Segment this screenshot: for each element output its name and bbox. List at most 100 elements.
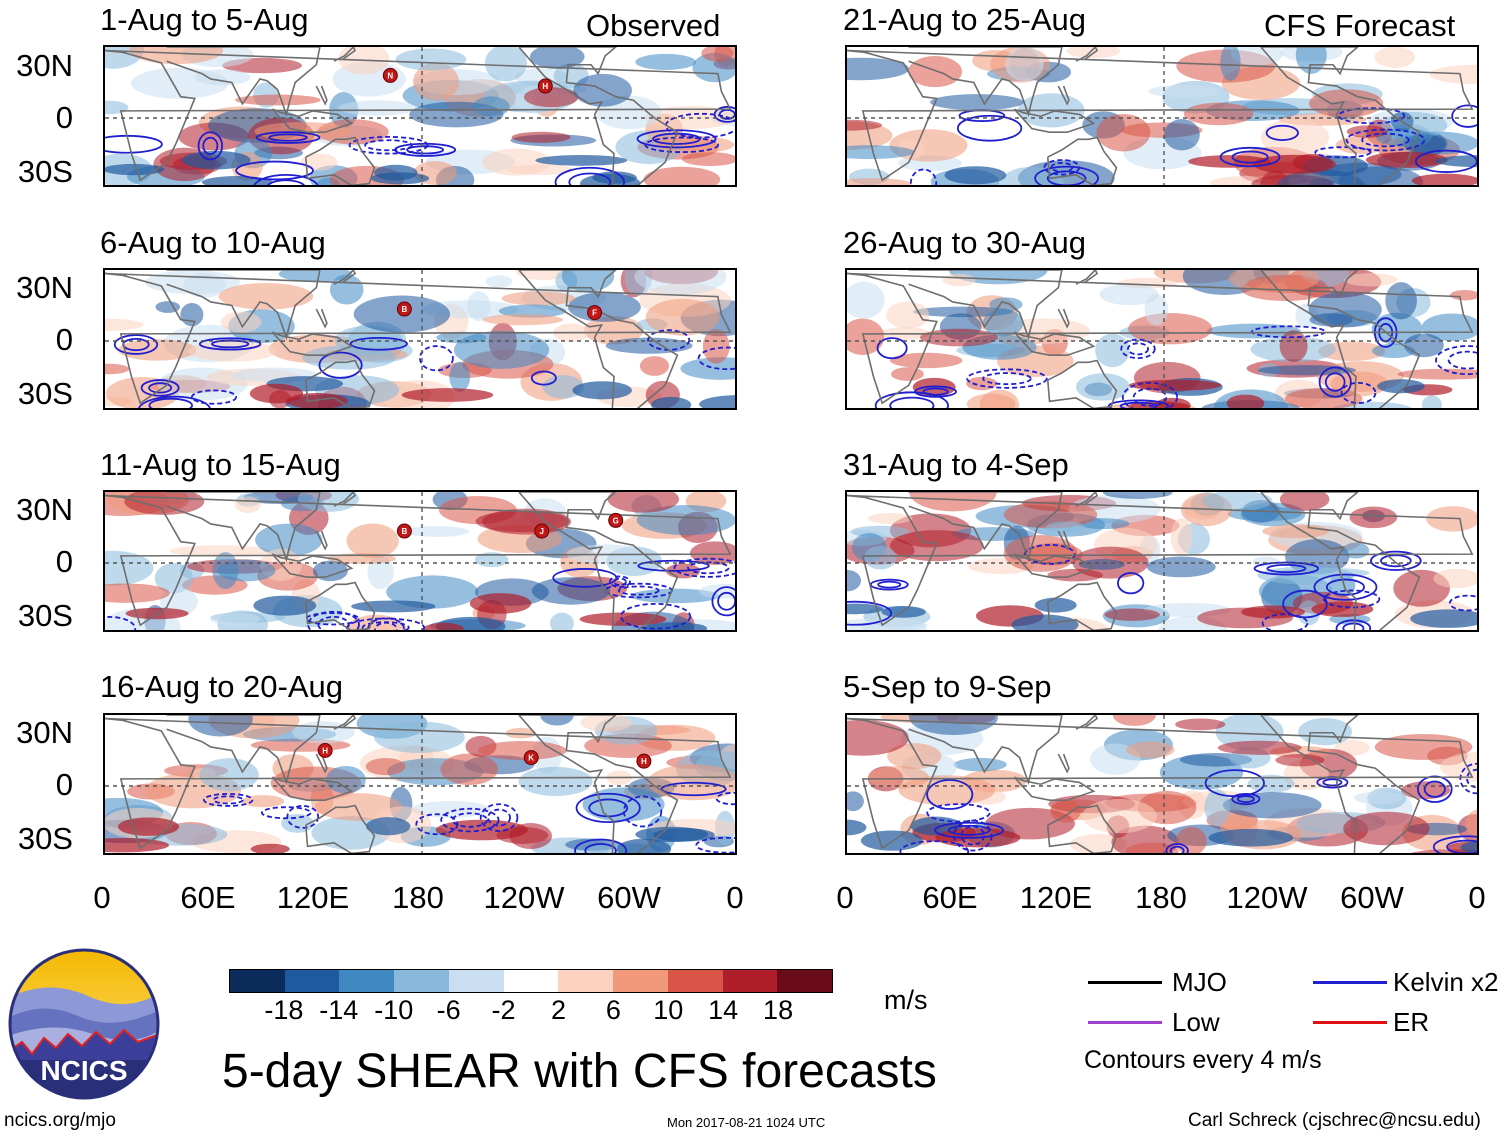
tropical-cyclone-icon: [396, 523, 412, 539]
tropical-cyclone-icon: [534, 523, 550, 539]
footer-url[interactable]: ncics.org/mjo: [4, 1110, 116, 1131]
shear-shading: [1078, 559, 1126, 570]
kelvin-contour: [197, 131, 224, 161]
shear-shading: [1112, 715, 1156, 726]
shear-shading: [572, 381, 632, 400]
x-tick-label: 0: [836, 880, 854, 915]
kelvin-contour: [374, 621, 398, 630]
kelvin-contour: [1314, 146, 1372, 159]
shear-shading: [634, 270, 727, 295]
shear-shading: [1034, 597, 1077, 613]
kelvin-contour: [876, 337, 908, 360]
kelvin-legend-line: [1313, 981, 1387, 984]
kelvin-contour: [1261, 613, 1309, 630]
shear-shading: [682, 152, 735, 167]
shear-shading: [1096, 113, 1151, 152]
storm-label: B: [401, 305, 407, 314]
y-tick-label: 30S: [17, 376, 73, 411]
x-tick-label: 180: [1135, 880, 1187, 915]
shear-shading: [847, 603, 884, 615]
coastline: [271, 553, 354, 578]
shear-shading: [367, 555, 394, 590]
coastline: [847, 494, 1474, 627]
shear-shading: [255, 523, 323, 557]
kelvin-contour: [364, 139, 413, 152]
coastline: [1057, 85, 1070, 106]
colorbar-swatch: [394, 970, 449, 992]
contour-note: Contours every 4 m/s: [1084, 1046, 1322, 1074]
shear-shading: [1050, 799, 1081, 823]
panel-title: 21-Aug to 25-Aug: [843, 2, 1087, 37]
shear-shading: [373, 721, 465, 754]
figure-title: 5-day SHEAR with CFS forecasts: [222, 1045, 937, 1098]
shear-shading: [1170, 518, 1193, 556]
coastline: [847, 49, 1474, 182]
shear-shading: [535, 154, 628, 166]
shear-shading: [1188, 155, 1271, 168]
shear-shading: [1183, 102, 1254, 126]
kelvin-contour: [934, 821, 1005, 839]
low-legend-line: [1088, 1021, 1162, 1024]
cfs-forecast-label: CFS Forecast: [1264, 8, 1456, 43]
shear-shading: [639, 356, 670, 376]
coastline: [333, 270, 357, 285]
shear-map-panel: H K H: [103, 713, 737, 855]
storm-label: J: [540, 527, 544, 536]
coastline: [1057, 530, 1070, 551]
x-tick-label: 60E: [922, 880, 978, 915]
y-tick-label: 30N: [16, 270, 73, 305]
coastline: [333, 715, 357, 730]
shear-shading: [1376, 128, 1433, 147]
shear-shading: [218, 283, 314, 310]
colorbar-tick-label: -6: [436, 995, 461, 1025]
coastline: [1013, 553, 1096, 578]
shear-shading: [583, 316, 644, 345]
kelvin-contour: [874, 391, 949, 408]
kelvin-contour: [922, 387, 949, 396]
shear-shading: [1222, 792, 1322, 819]
shear-shading: [1465, 809, 1477, 838]
shear-shading: [701, 47, 734, 62]
shear-shading: [1342, 542, 1370, 559]
shear-shading: [1435, 155, 1477, 168]
kelvin-contour: [552, 568, 618, 588]
shear-shading: [1449, 290, 1477, 301]
shear-shading: [1099, 283, 1159, 306]
coastline: [304, 136, 376, 185]
kelvin-contour: [1121, 381, 1179, 408]
coastline: [304, 581, 376, 630]
kelvin-contour: [637, 559, 710, 572]
coastline: [105, 494, 732, 627]
tropical-cyclone-icon: [396, 301, 412, 317]
kelvin-contour: [1446, 839, 1477, 853]
kelvin-contour: [1325, 578, 1365, 596]
shear-shading: [847, 178, 912, 185]
shear-shading: [1128, 379, 1222, 391]
shear-shading: [1003, 500, 1098, 529]
colorbar-swatch: [613, 970, 668, 992]
shear-shading: [645, 298, 720, 336]
kelvin-contour: [1313, 573, 1378, 601]
shear-shading: [1220, 47, 1241, 81]
shear-shading: [401, 388, 494, 402]
kelvin-contour: [1345, 128, 1426, 152]
shear-shading: [630, 588, 720, 604]
shear-shading: [1433, 568, 1477, 589]
shear-shading: [241, 795, 285, 808]
kelvin-contour: [1165, 843, 1189, 853]
shear-shading: [1228, 270, 1320, 294]
coastline: [1075, 492, 1099, 507]
shear-shading: [1354, 791, 1403, 805]
colorbar-swatch: [558, 970, 614, 992]
kelvin-contour: [317, 616, 350, 630]
x-tick-label: 120W: [1226, 880, 1308, 915]
shear-shading: [365, 757, 406, 776]
shear-shading: [891, 367, 924, 381]
shear-shading: [169, 545, 270, 557]
kelvin-contour: [1466, 768, 1477, 789]
colorbar-swatch: [230, 970, 285, 992]
shear-shading: [518, 766, 593, 797]
kelvin-contour: [1231, 792, 1261, 806]
